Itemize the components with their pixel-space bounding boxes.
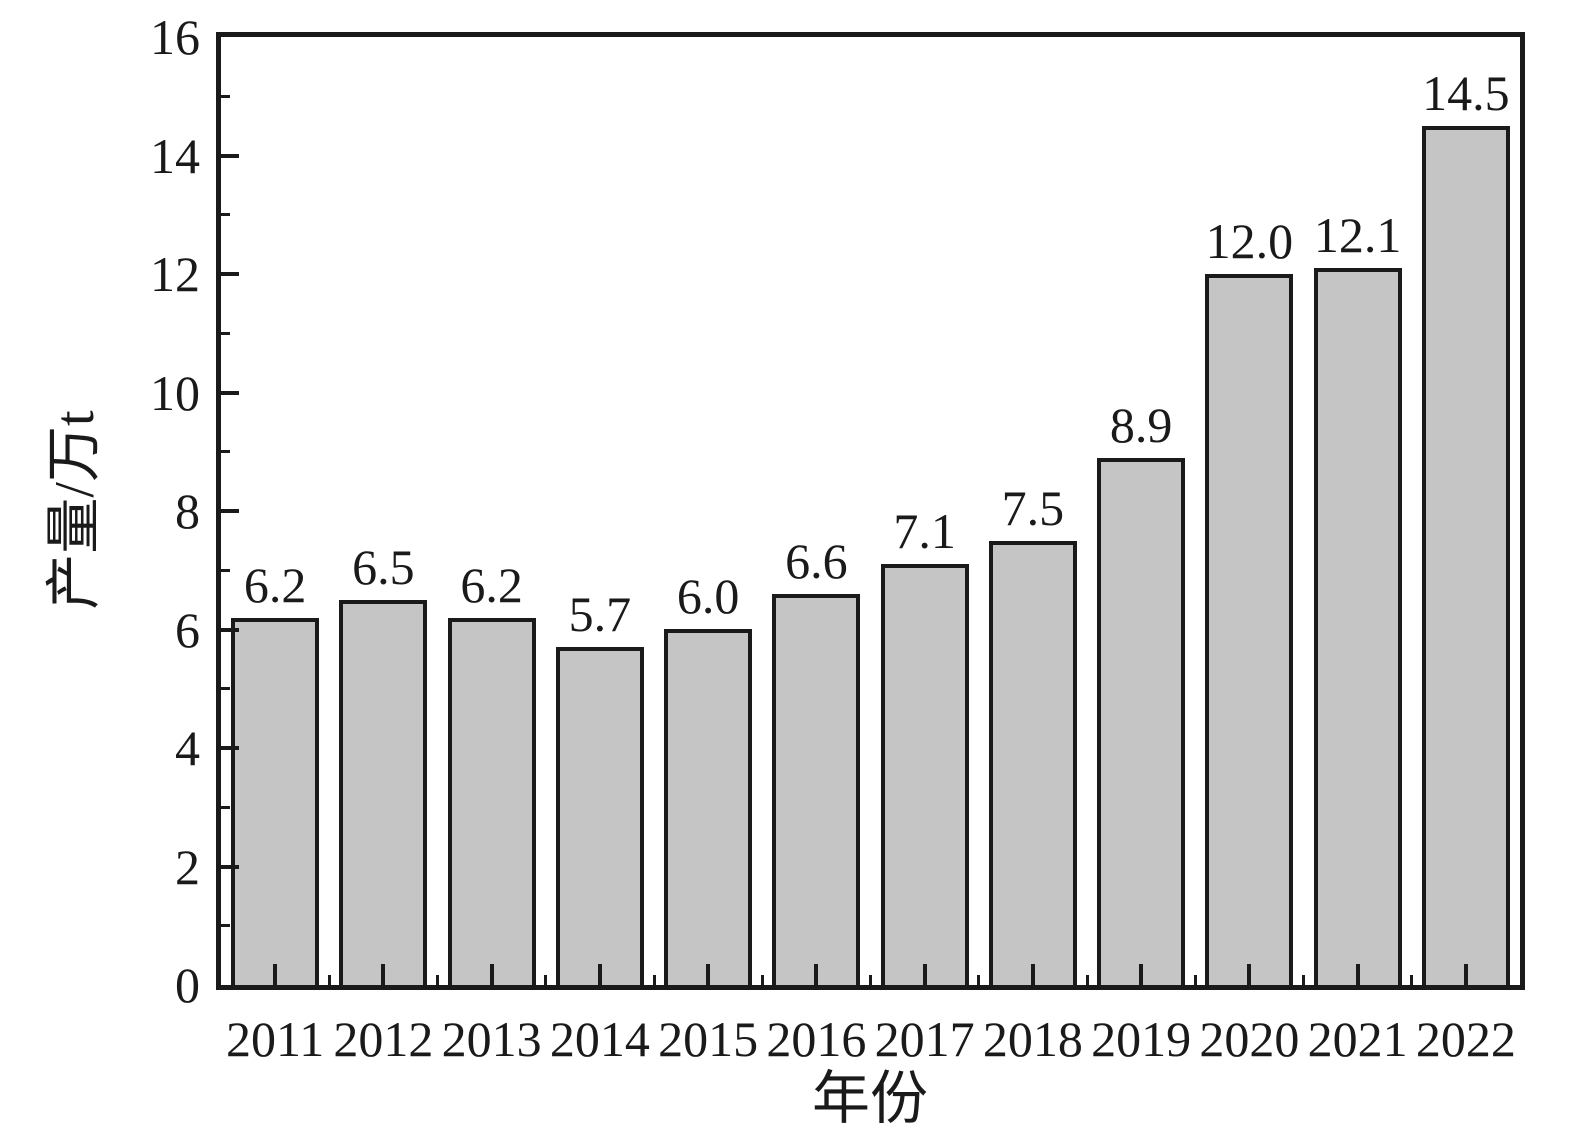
x-tick-label: 2014 — [549, 1011, 650, 1067]
y-minor-tick — [221, 94, 230, 98]
bar-value-label: 7.5 — [1001, 480, 1065, 536]
plot-frame: 6.2 6.5 6.2 5.7 6.0 6.6 7.1 7.5 8.9 12.0 12.1 14.5 — [216, 32, 1525, 990]
bar-value-label: 6.6 — [785, 533, 848, 589]
x-major-tick — [597, 964, 602, 985]
bar — [339, 600, 428, 985]
y-major-tick — [221, 153, 239, 158]
x-minor-tick — [544, 975, 548, 985]
bar-value-label: 6.0 — [676, 568, 740, 624]
bar — [1205, 274, 1294, 985]
x-minor-tick — [869, 975, 872, 985]
y-tick-label: 8 — [175, 483, 200, 539]
x-tick-label: 2019 — [1091, 1011, 1192, 1067]
bar-value-label: 6.2 — [460, 557, 523, 613]
x-tick-label: 2011 — [226, 1011, 325, 1067]
x-major-tick — [706, 964, 711, 985]
x-tick-label: 2012 — [333, 1011, 434, 1067]
y-tick-label: 4 — [175, 720, 200, 776]
y-major-tick — [221, 272, 239, 276]
y-minor-tick — [221, 924, 230, 928]
bar — [664, 629, 753, 985]
x-tick-label: 2017 — [874, 1011, 975, 1067]
bar — [555, 647, 644, 985]
bar — [772, 594, 861, 985]
x-minor-tick — [760, 975, 764, 985]
bar — [1421, 126, 1510, 985]
y-tick-label: 0 — [175, 957, 200, 1013]
x-tick-label: 2016 — [766, 1011, 867, 1067]
bar-value-label: 8.9 — [1109, 397, 1173, 453]
x-minor-tick — [977, 975, 981, 985]
y-major-tick — [221, 627, 239, 632]
bar — [231, 618, 320, 985]
bar-value-label: 6.5 — [352, 539, 415, 595]
x-minor-tick — [1410, 975, 1414, 985]
bar-value-label: 5.7 — [568, 586, 632, 642]
x-tick-label: 2015 — [658, 1011, 759, 1067]
y-tick-label: 16 — [150, 9, 200, 65]
y-minor-tick — [221, 687, 230, 691]
x-major-tick — [381, 964, 386, 985]
y-minor-tick — [221, 331, 230, 335]
bar — [1313, 268, 1402, 985]
y-tick-label: 2 — [175, 838, 200, 895]
x-minor-tick — [652, 975, 656, 985]
x-tick-label: 2020 — [1199, 1011, 1300, 1067]
x-major-tick — [922, 964, 927, 985]
bar-value-label: 14.5 — [1422, 65, 1510, 121]
x-tick-label: 2013 — [441, 1011, 542, 1067]
x-major-tick — [1030, 964, 1035, 985]
x-minor-tick — [1302, 975, 1305, 985]
bar-value-label: 6.2 — [243, 557, 307, 613]
x-major-tick — [1247, 964, 1252, 985]
x-minor-tick — [1193, 975, 1197, 985]
x-major-tick — [1463, 964, 1468, 985]
y-minor-tick — [221, 805, 230, 809]
x-major-tick — [273, 964, 278, 985]
x-axis-title: 年份 — [811, 1066, 929, 1131]
x-tick-label: 2021 — [1307, 1011, 1408, 1067]
y-minor-tick — [221, 213, 230, 217]
x-minor-tick — [436, 975, 439, 985]
bar-value-label: 12.1 — [1313, 207, 1402, 263]
plot-area: 6.2 6.5 6.2 5.7 6.0 6.6 7.1 7.5 8.9 12.0 12.1 14.5 — [221, 37, 1520, 985]
y-minor-tick — [221, 450, 230, 454]
y-minor-tick — [221, 568, 230, 572]
bar-value-label: 7.1 — [893, 503, 956, 559]
x-minor-tick — [1085, 975, 1089, 985]
x-major-tick — [1139, 964, 1144, 985]
bar — [988, 541, 1077, 985]
y-tick-label: 12 — [150, 246, 200, 302]
x-tick-label: 2022 — [1415, 1011, 1516, 1067]
x-minor-tick — [327, 975, 331, 985]
y-major-tick — [221, 746, 239, 750]
y-tick-label: 6 — [175, 601, 200, 658]
x-tick-label: 2018 — [982, 1011, 1083, 1067]
x-major-tick — [489, 964, 494, 985]
x-major-tick — [1355, 964, 1360, 985]
bar — [880, 564, 969, 985]
x-major-tick — [814, 964, 819, 985]
bar-value-label: 12.0 — [1205, 213, 1294, 269]
bar — [447, 618, 536, 985]
y-tick-label: 14 — [150, 127, 200, 184]
y-major-tick — [221, 390, 239, 395]
bar — [1097, 458, 1186, 985]
y-major-tick — [221, 864, 239, 869]
y-major-tick — [221, 509, 239, 513]
y-tick-label: 10 — [150, 364, 200, 421]
